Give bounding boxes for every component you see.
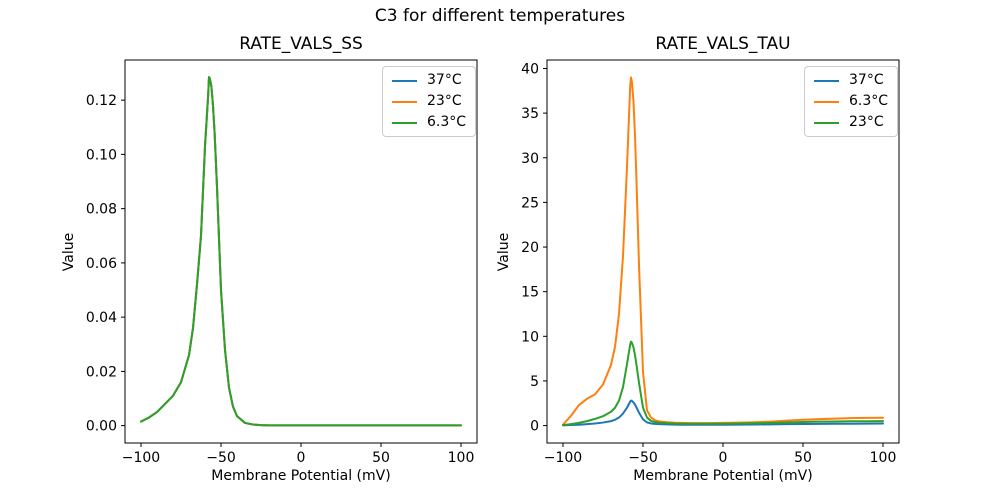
axes-ss: −100 −50 0 50 100 0.00 0.02 0.04 0.06 0.08 0.10 0.1… [86, 59, 478, 466]
y-tick-label: 15 [521, 285, 539, 301]
subplot-ss-title: RATE_VALS_SS [239, 34, 363, 54]
y-tick-label: 0.02 [86, 364, 117, 380]
axes-frame [124, 59, 478, 444]
legend-item: 37°C [814, 72, 888, 89]
legend-item: 23°C [392, 93, 466, 110]
y-tick-label: 25 [521, 195, 539, 211]
legend-label: 6.3°C [849, 93, 889, 109]
subplot-tau-title: RATE_VALS_TAU [655, 34, 791, 54]
y-tick-label: 0.00 [86, 419, 117, 435]
subplot-ss-legend: 37°C 23°C 6.3°C [382, 66, 477, 137]
y-tick-label: 20 [521, 240, 539, 256]
legend-label: 37°C [849, 72, 884, 88]
subplot-ss-x-axis-label: Membrane Potential (mV) [211, 468, 391, 484]
x-tick-label: −100 [122, 450, 160, 466]
legend-line-swatch [814, 121, 839, 124]
subplot-tau-legend: 37°C 6.3°C 23°C [804, 66, 899, 137]
y-tick-label: 35 [521, 106, 539, 122]
x-tick-label: −50 [206, 450, 236, 466]
legend-line-swatch [392, 100, 417, 103]
y-tick-label: 5 [530, 374, 539, 390]
x-tick-label: −100 [544, 450, 582, 466]
y-tick-label: 0.04 [86, 310, 117, 326]
y-tick-label: 0.12 [86, 93, 117, 109]
axes-frame [546, 59, 900, 444]
y-tick-label: 0.08 [86, 202, 117, 218]
legend-label: 23°C [849, 114, 884, 130]
x-tick-label: 100 [448, 450, 475, 466]
legend-label: 6.3°C [427, 114, 467, 130]
series-line-6.3c [562, 76, 884, 426]
y-tick-label: 40 [521, 61, 539, 77]
x-tick-label: 0 [297, 450, 306, 466]
axes-tau: −100 −50 0 50 100 0 5 10 15 20 25 30 35 40 [521, 59, 900, 466]
y-tick-label: 0.06 [86, 256, 117, 272]
legend-item: 23°C [814, 114, 888, 131]
y-tick-label: 0 [530, 419, 539, 435]
legend-line-swatch [814, 79, 839, 82]
series-line-37c [562, 399, 884, 427]
figure-title: C3 for different temperatures [374, 6, 626, 26]
legend-label: 23°C [427, 93, 462, 109]
legend-line-swatch [392, 79, 417, 82]
legend-item: 37°C [392, 72, 466, 89]
y-tick-label: 0.10 [86, 147, 117, 163]
x-tick-label: 50 [372, 450, 390, 466]
legend-line-swatch [392, 121, 417, 124]
legend-item: 6.3°C [814, 93, 888, 110]
subplot-tau-x-axis-label: Membrane Potential (mV) [633, 468, 813, 484]
y-tick-label: 10 [521, 329, 539, 345]
y-tick-label: 30 [521, 151, 539, 167]
series-line-6.3c [140, 76, 462, 427]
legend-line-swatch [814, 100, 839, 103]
series-line-23c [562, 340, 884, 427]
x-tick-label: −50 [628, 450, 658, 466]
legend-item: 6.3°C [392, 114, 466, 131]
x-tick-label: 50 [794, 450, 812, 466]
legend-label: 37°C [427, 72, 462, 88]
x-tick-label: 100 [870, 450, 897, 466]
x-tick-label: 0 [719, 450, 728, 466]
